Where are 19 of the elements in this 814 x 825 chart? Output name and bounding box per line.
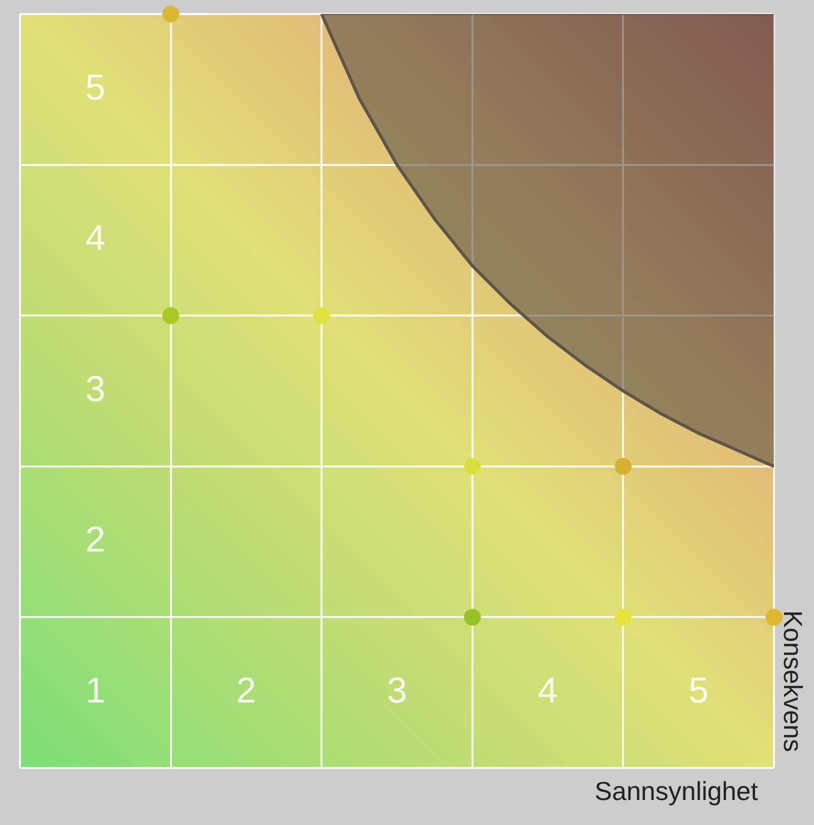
point <box>464 608 481 626</box>
point <box>313 307 330 324</box>
point <box>766 608 782 626</box>
point <box>162 6 180 22</box>
y-axis-title: Konsekvens <box>778 610 808 752</box>
y-tick-label: 4 <box>85 217 106 258</box>
point <box>614 458 632 475</box>
point <box>162 307 180 324</box>
x-tick-label: 4 <box>538 670 558 711</box>
x-tick-label: 3 <box>386 670 408 711</box>
x-tick-label: 2 <box>236 670 256 711</box>
y-tick-label: 5 <box>85 66 106 108</box>
point <box>464 458 481 475</box>
point <box>614 608 632 626</box>
x-tick-label: 5 <box>688 670 709 711</box>
x-axis-title: Sannsynlighet <box>594 776 759 806</box>
y-tick-label: 2 <box>85 518 106 560</box>
y-tick-label: 3 <box>85 368 106 409</box>
x-tick-label: 1 <box>85 670 106 711</box>
